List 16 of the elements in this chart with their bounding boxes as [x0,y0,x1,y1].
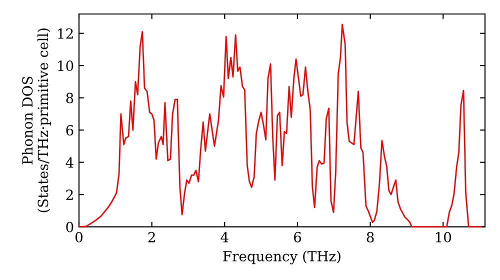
line-series [78,24,482,228]
x-axis-title: Frequency (THz) [223,250,340,264]
x-tick-label: 2 [148,232,155,242]
x-tick-label: 10 [436,232,452,242]
y-tick-label: 12 [58,28,73,39]
y-tick-label: 10 [58,60,74,72]
x-tick-label: 6 [294,232,302,242]
y-tick-label: 2 [66,190,73,200]
x-tick-label: 4 [220,232,228,242]
y-axis-title: Phonon DOS (States/THz·primitive cell) [22,28,51,212]
y-tick-label: 4 [66,157,74,168]
y-tick-label: 6 [66,125,74,136]
x-tick-label: 8 [366,232,374,242]
x-tick-label: 0 [75,232,82,242]
y-tick-label: 8 [66,92,74,104]
y-tick-label: 0 [66,222,74,232]
